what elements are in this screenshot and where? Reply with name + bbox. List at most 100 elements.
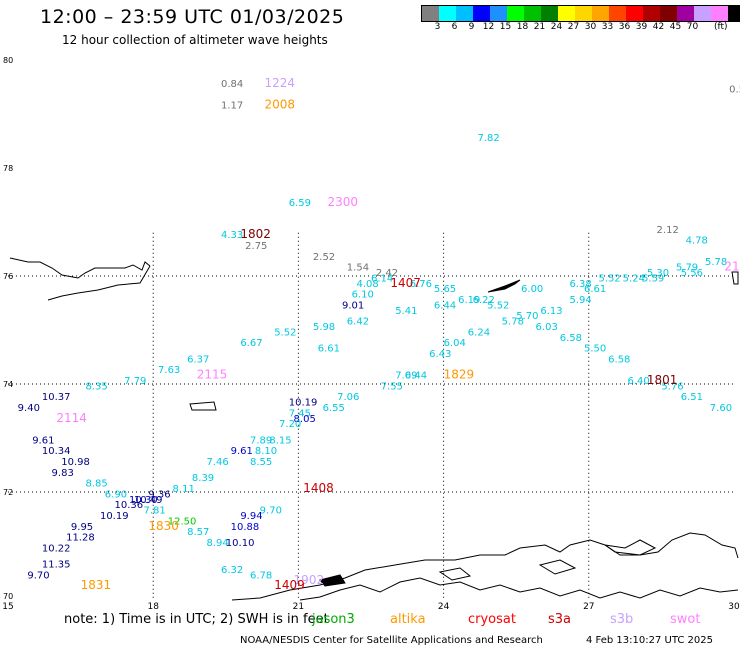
pass-time-label: 1224 [265, 76, 296, 90]
coastline [9, 257, 739, 601]
wave-height-value: 10.30 [129, 495, 158, 506]
wave-height-value: 9.61 [231, 446, 253, 457]
wave-height-value: 5.24 [623, 273, 645, 284]
pass-time-label: 1831 [81, 578, 112, 592]
legend-swatch [422, 6, 439, 21]
legend-label: 15 [499, 22, 512, 32]
pass-time-label: 1902 [294, 573, 325, 587]
legend-swatch [575, 6, 592, 21]
pass-time-label: 1408 [303, 481, 334, 495]
y-tick-label: 80 [3, 56, 13, 65]
wave-height-value: 9.83 [52, 468, 74, 479]
x-tick-label: 27 [583, 602, 594, 612]
legend-label: 36 [618, 22, 631, 32]
wave-height-value: 5.50 [584, 344, 606, 355]
wave-height-value: 2.12 [657, 225, 679, 236]
wave-height-value: 8.10 [255, 446, 277, 457]
wave-height-value: 9.40 [18, 403, 40, 414]
wave-height-value: 12.50 [168, 516, 197, 527]
legend-label: 3 [434, 22, 441, 32]
wave-height-value: 6.76 [410, 279, 432, 290]
pass-time-label: 1409 [274, 578, 305, 592]
legend-swatch [558, 6, 575, 21]
legend-swatch [507, 6, 524, 21]
wave-height-value: 8.57 [187, 527, 209, 538]
wave-height-value: 9.70 [260, 506, 282, 517]
legend-label: 21 [533, 22, 546, 32]
wave-height-value: 6.90 [105, 489, 127, 500]
wave-height-value: 9.70 [27, 570, 49, 581]
wave-height-value: 9.36 [148, 489, 170, 500]
wave-height-value: 10.19 [289, 398, 318, 409]
wave-height-value: 6.43 [429, 349, 451, 360]
wave-height-value: 2.52 [313, 252, 335, 263]
wave-height-value: 0.5 [729, 84, 740, 95]
wave-height-value: 7.55 [381, 381, 403, 392]
legend-label: 12 [482, 22, 495, 32]
grid-lines [8, 232, 734, 600]
legend-swatch [728, 6, 740, 21]
legend-swatch [677, 6, 694, 21]
x-tick-label: 30 [728, 602, 740, 612]
wave-height-value: 4.33 [221, 230, 243, 241]
y-tick-label: 74 [3, 380, 13, 389]
pass-time-label: 1830 [148, 519, 179, 533]
wave-height-value: 5.94 [569, 295, 591, 306]
satellite-altika: altika [390, 612, 426, 627]
legend-label: 70 [686, 22, 699, 32]
wave-height-value: 7.45 [289, 408, 311, 419]
legend-swatch [643, 6, 660, 21]
wave-height-value: 5.59 [642, 273, 664, 284]
legend-swatch [456, 6, 473, 21]
color-scale-legend [421, 5, 740, 22]
wave-height-value: 0.84 [221, 79, 243, 90]
wave-height-value: 5.98 [313, 322, 335, 333]
wave-height-value: 9.01 [342, 300, 364, 311]
y-tick-label: 78 [3, 164, 13, 173]
wave-height-value: 6.22 [473, 295, 495, 306]
wave-height-value: 5.65 [434, 284, 456, 295]
generation-timestamp: 4 Feb 13:10:27 UTC 2025 [586, 635, 713, 646]
wave-height-value: 6.58 [608, 354, 630, 365]
wave-height-value: 5.52 [598, 273, 620, 284]
legend-label: 27 [567, 22, 580, 32]
wave-height-value: 6.19 [458, 295, 480, 306]
satellite-s3b: s3b [610, 612, 634, 627]
wave-height-value: 7.81 [144, 506, 166, 517]
legend-swatch [711, 6, 728, 21]
pass-time-label: 2114 [56, 411, 87, 425]
wave-height-value: 5.56 [681, 268, 703, 279]
wave-height-value: 11.28 [66, 533, 95, 544]
axis-tick-labels: 15 18 21 24 27 30 70 72 74 76 78 80 [2, 56, 740, 612]
wave-height-value: 5.41 [395, 306, 417, 317]
pass-time-labels: 1224 2008 2300 1802 1407 1829 1801 2115 2114 211 1… [56, 76, 740, 592]
wave-height-value: 5.52 [487, 300, 509, 311]
credit-line: NOAA/NESDIS Center for Satellite Applica… [240, 635, 543, 646]
legend-swatch [626, 6, 643, 21]
wave-height-value: 7.60 [710, 403, 732, 414]
wave-height-value: 10.37 [42, 392, 71, 403]
wave-height-value: 7.09 [395, 371, 417, 382]
legend-swatch [592, 6, 609, 21]
wave-height-value: 6.24 [468, 327, 490, 338]
wave-height-value: 9.61 [32, 435, 54, 446]
wave-height-value: 10.34 [42, 446, 71, 457]
wave-height-value: 7.63 [158, 365, 180, 376]
wave-height-value: 10.98 [61, 457, 90, 468]
wave-height-value: 8.05 [294, 414, 316, 425]
legend-label: 33 [601, 22, 614, 32]
wave-height-value: 8.15 [269, 435, 291, 446]
wave-height-value: 7.89 [250, 435, 272, 446]
pass-time-label: 1829 [444, 368, 475, 382]
wave-height-value: 8.55 [250, 457, 272, 468]
pass-time-label: 1801 [647, 373, 678, 387]
legend-swatch [694, 6, 711, 21]
wave-height-value: 5.79 [676, 263, 698, 274]
wave-height-value: 10.36 [114, 500, 143, 511]
legend-label: 39 [635, 22, 648, 32]
footer-note: note: 1) Time is in UTC; 2) SWH is in fe… [64, 612, 329, 627]
wave-height-value: 5.52 [274, 327, 296, 338]
wave-height-value: 5.70 [516, 311, 538, 322]
